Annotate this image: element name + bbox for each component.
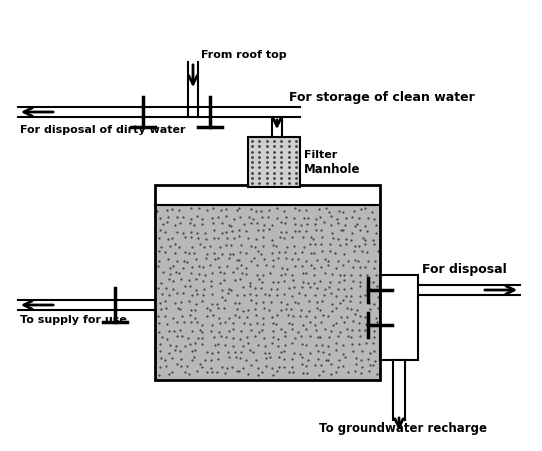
Text: Manhole: Manhole xyxy=(304,163,360,176)
Text: For disposal of dirty water: For disposal of dirty water xyxy=(20,125,185,135)
Bar xyxy=(380,275,418,360)
Text: For storage of clean water: For storage of clean water xyxy=(289,91,475,103)
Text: To supply for use: To supply for use xyxy=(20,315,127,325)
Text: From roof top: From roof top xyxy=(201,50,287,60)
Text: For disposal: For disposal xyxy=(422,263,507,276)
Bar xyxy=(155,205,380,380)
Bar xyxy=(248,137,300,187)
Bar xyxy=(155,185,380,380)
Text: Filter: Filter xyxy=(304,149,337,160)
Text: To groundwater recharge: To groundwater recharge xyxy=(319,422,487,435)
Bar xyxy=(155,185,380,205)
